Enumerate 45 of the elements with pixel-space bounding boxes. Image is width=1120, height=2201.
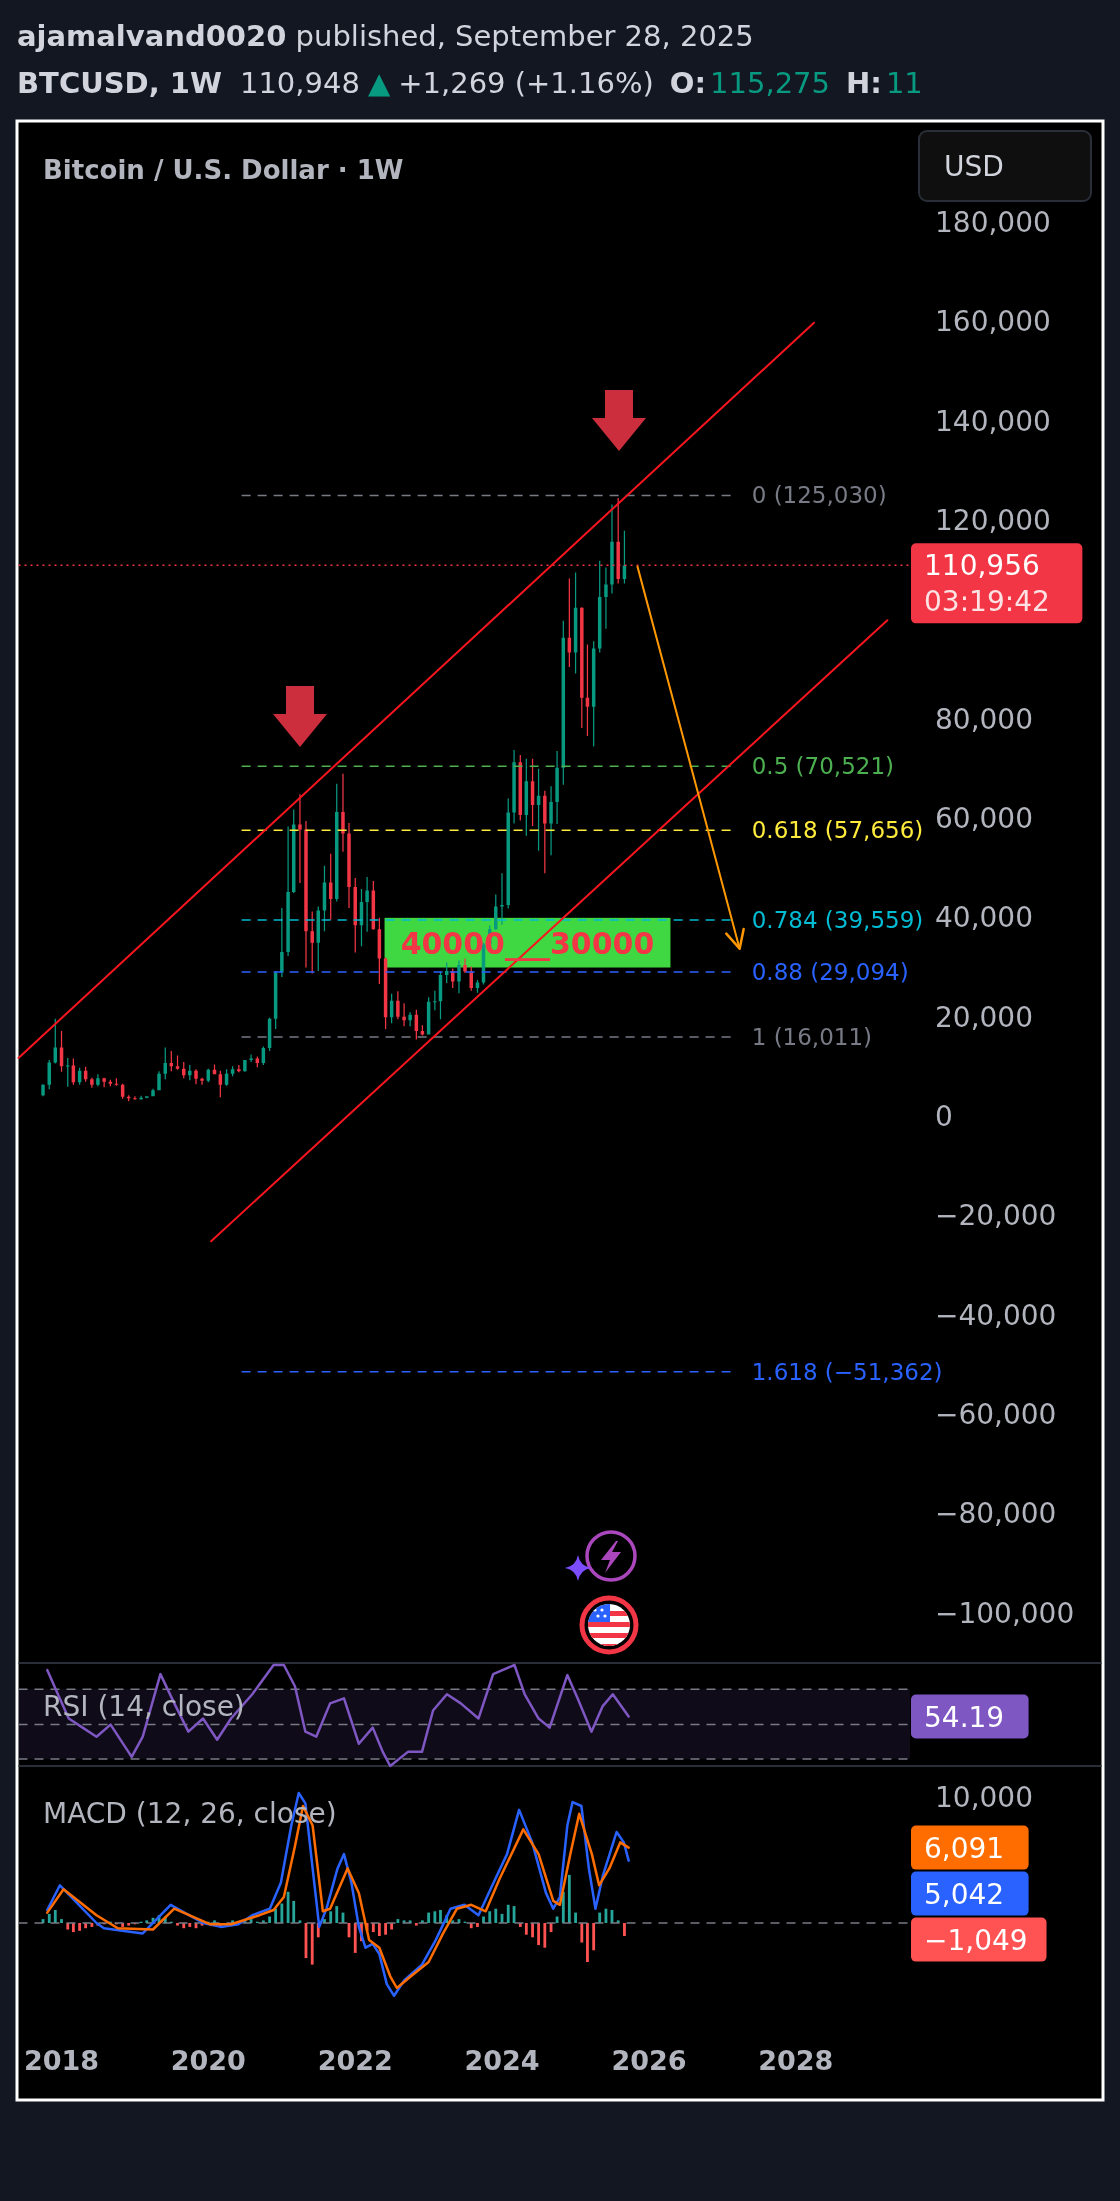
x-tick-label: 2024: [464, 2044, 540, 2076]
y-tick-label: 140,000: [935, 404, 1051, 438]
x-tick-label: 2022: [317, 2044, 393, 2076]
y-tick-label: 0: [935, 1100, 953, 1134]
ref-line-label: 0.784 (39,559): [751, 907, 924, 934]
annotation: USD: [944, 149, 1004, 183]
y-tick-label: 60,000: [935, 801, 1033, 835]
y-tick-label: −60,000: [935, 1398, 1057, 1432]
x-tick-label: 2020: [170, 2044, 246, 2076]
ref-line-label: 0.5 (70,521): [751, 753, 894, 780]
ref-line-label: 110,956: [924, 548, 1040, 582]
text: O:: [669, 66, 707, 100]
y-tick-label: −20,000: [935, 1199, 1057, 1233]
y-tick-label: −80,000: [935, 1497, 1057, 1531]
y-tick-label: 160,000: [935, 305, 1051, 339]
y-tick-label: 180,000: [935, 205, 1051, 239]
y-tick-label: 20,000: [935, 1000, 1033, 1034]
text: H:: [846, 66, 882, 100]
text: BTCUSD, 1W: [17, 66, 222, 100]
annotation: 6,091: [924, 1831, 1005, 1865]
ref-line-label: 0 (125,030): [751, 482, 887, 509]
ref-line-label: 1.618 (−51,362): [751, 1358, 943, 1385]
y-tick-label: −40,000: [935, 1298, 1057, 1332]
x-tick-label: 2018: [23, 2044, 100, 2076]
y-tick-label: 40,000: [935, 901, 1033, 935]
annotation: 54.19: [924, 1700, 1005, 1734]
annotation: −1,049: [924, 1923, 1028, 1957]
annotation: 5,042: [924, 1877, 1005, 1911]
text: 11: [885, 66, 923, 100]
annotation: 03:19:42: [924, 584, 1050, 618]
text: Bitcoin / U.S. Dollar · 1W: [43, 155, 404, 185]
text: 110,948: [239, 66, 360, 100]
x-tick-label: 2028: [758, 2044, 834, 2076]
y-tick-label: 80,000: [935, 702, 1033, 736]
text: ajamalvand0020 published, September 28, 2025: [17, 19, 754, 53]
text: +1,269 (+1.16%): [398, 66, 654, 100]
ref-line-label: 0.88 (29,094): [751, 959, 909, 986]
text: ▲: [367, 66, 391, 100]
ref-line-label: 0.618 (57,656): [751, 817, 924, 844]
text: 115,275: [710, 66, 830, 100]
annotation: 10,000: [935, 1780, 1033, 1814]
x-tick-label: 2026: [611, 2044, 687, 2076]
ref-line-label: 1 (16,011): [751, 1024, 873, 1051]
y-tick-label: 120,000: [935, 503, 1051, 537]
y-tick-label: −100,000: [935, 1596, 1075, 1630]
